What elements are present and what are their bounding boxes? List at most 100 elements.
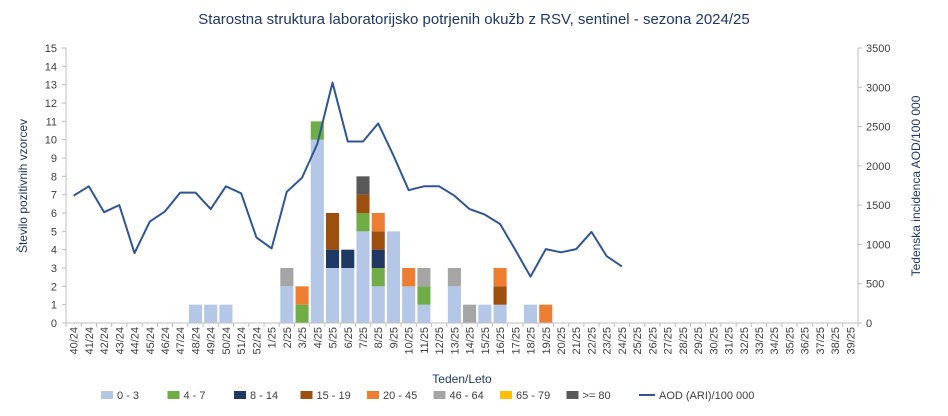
bars	[188, 121, 553, 323]
bar-segment	[371, 231, 385, 250]
x-tick-label: 15/25	[480, 327, 492, 355]
y-left-tick-label: 13	[45, 80, 57, 92]
x-tick-label: 49/24	[206, 327, 218, 355]
x-tick-label: 16/25	[495, 327, 507, 355]
x-tick-label: 20/25	[556, 327, 568, 355]
x-tick-label: 19/25	[541, 327, 553, 355]
legend-swatch	[433, 391, 446, 399]
legend-label: 0 - 3	[117, 390, 139, 402]
legend-label: 4 - 7	[184, 390, 206, 402]
bar-segment	[523, 304, 538, 323]
x-tick-label: 37/25	[815, 327, 827, 355]
bar-segment	[402, 286, 416, 323]
x-tick-label: 26/25	[647, 327, 659, 355]
legend-swatch	[367, 391, 379, 399]
incidence-line	[73, 81, 623, 278]
bar-segment	[356, 231, 370, 323]
x-tick-label: 17/25	[510, 327, 522, 355]
legend-swatch	[300, 391, 313, 399]
axes	[65, 48, 859, 324]
x-tick-label: 29/25	[693, 327, 705, 355]
y-right-tick-label: 500	[866, 279, 884, 291]
y-left-tick-label: 7	[51, 190, 57, 202]
x-tick-label: 51/24	[236, 327, 248, 355]
y-axis-left-title: Število pozitivnih vzorcev	[15, 119, 30, 253]
bar-segment	[463, 304, 477, 323]
x-tick-label: 41/24	[84, 327, 96, 355]
bar-segment	[310, 139, 324, 323]
y-left-tick-label: 5	[51, 226, 57, 238]
bar-segment	[417, 304, 431, 323]
x-tick-label: 25/25	[632, 327, 644, 355]
y-right-tick-label: 3000	[866, 82, 890, 94]
x-tick-label: 33/25	[754, 327, 766, 355]
bar-segment	[417, 286, 431, 305]
bar-segment	[371, 286, 385, 323]
y-axis-right-ticks: 0 500 1000 1500 2000 2500 3000 3500	[858, 43, 890, 330]
x-tick-label: 30/25	[708, 327, 720, 355]
bar-segment	[280, 286, 294, 323]
y-left-tick-label: 3	[51, 263, 57, 275]
bar-segment	[447, 286, 461, 323]
y-axis-right-title: Tedenska incidenca AOD/100 000	[909, 95, 923, 276]
x-tick-label: 47/24	[175, 327, 187, 355]
x-tick-label: 38/25	[830, 327, 842, 355]
x-tick-label: 10/25	[404, 327, 416, 355]
x-tick-label: 6/25	[343, 327, 355, 348]
bar-segment	[341, 268, 355, 323]
bar-segment	[204, 304, 218, 323]
bar-segment	[310, 121, 324, 140]
x-tick-label: 40/24	[69, 327, 81, 355]
y-left-tick-label: 9	[51, 153, 57, 165]
x-tick-label: 32/25	[739, 327, 751, 355]
bar-segment	[356, 176, 370, 195]
bar-segment	[280, 268, 294, 287]
bar-segment	[493, 304, 507, 323]
bar-segment	[341, 249, 355, 268]
y-left-tick-label: 12	[45, 98, 57, 110]
x-tick-label: 12/25	[434, 327, 446, 355]
bar-segment	[356, 194, 370, 213]
legend-swatch	[500, 391, 512, 399]
legend-swatch	[234, 391, 246, 399]
x-axis-title: Teden/Leto	[432, 372, 492, 386]
legend-swatch	[101, 391, 113, 399]
x-tick-label: 42/24	[99, 327, 111, 355]
legend-swatch	[167, 391, 180, 399]
x-tick-label: 34/25	[769, 327, 781, 355]
x-tick-label: 21/25	[571, 327, 583, 355]
x-tick-label: 45/24	[145, 327, 157, 355]
y-right-tick-label: 1000	[866, 239, 890, 251]
legend-label: 46 - 64	[450, 390, 484, 402]
x-tick-label: 31/25	[724, 327, 736, 355]
y-left-tick-label: 0	[51, 318, 57, 330]
x-tick-label: 39/25	[845, 327, 857, 355]
x-tick-label: 28/25	[678, 327, 690, 355]
bar-segment	[325, 249, 340, 268]
y-left-tick-label: 14	[45, 61, 57, 73]
y-left-tick-label: 8	[51, 171, 57, 183]
y-right-tick-label: 0	[866, 318, 872, 330]
bar-segment	[386, 231, 401, 323]
x-tick-label: 2/25	[282, 327, 294, 348]
y-left-tick-label: 15	[45, 43, 57, 55]
x-tick-label: 46/24	[160, 327, 172, 355]
x-tick-label: 5/25	[328, 327, 340, 348]
y-right-tick-label: 1500	[866, 200, 890, 212]
y-left-tick-label: 1	[51, 300, 57, 312]
x-tick-label: 48/24	[190, 327, 202, 355]
legend-label: >= 80	[583, 390, 611, 402]
bar-segment	[493, 268, 507, 287]
bar-segment	[371, 213, 385, 232]
x-tick-label: 35/25	[784, 327, 796, 355]
incidence-line-group	[73, 81, 623, 278]
y-left-tick-label: 10	[45, 135, 57, 147]
x-tick-label: 14/25	[465, 327, 477, 355]
bar-segment	[478, 304, 492, 323]
bar-segment	[371, 249, 385, 268]
y-right-tick-label: 3500	[866, 43, 890, 55]
bar-segment	[417, 268, 431, 287]
legend-label: 8 - 14	[250, 390, 278, 402]
y-left-tick-label: 11	[46, 116, 57, 128]
